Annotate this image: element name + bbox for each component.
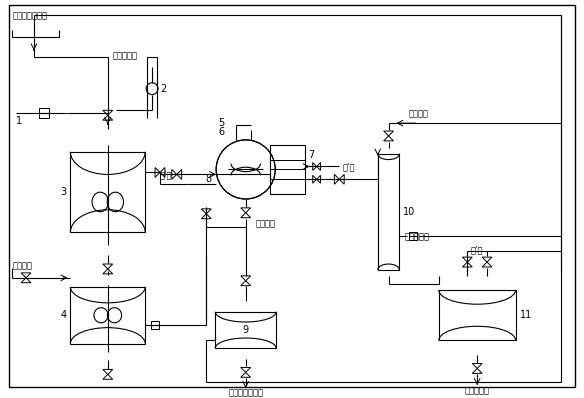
Text: 2: 2 <box>160 84 166 94</box>
Bar <box>70 287 145 343</box>
Text: 优质洗油: 优质洗油 <box>12 261 32 270</box>
Bar <box>70 152 145 232</box>
Text: 优质洗油: 优质洗油 <box>256 219 276 228</box>
Bar <box>151 321 159 329</box>
Text: 8: 8 <box>205 174 211 184</box>
Text: 氯’气: 氯’气 <box>342 162 354 171</box>
Bar <box>270 145 305 194</box>
Text: 原料煤沥青: 原料煤沥青 <box>113 51 138 60</box>
Text: 中间球中间产品: 中间球中间产品 <box>228 388 263 397</box>
Text: 氯’气: 氯’气 <box>160 170 172 179</box>
Bar <box>409 232 417 240</box>
Text: 中间球成品: 中间球成品 <box>465 386 490 395</box>
Text: 空’气: 空’气 <box>471 245 484 254</box>
Text: 10: 10 <box>404 207 416 217</box>
Text: 二次煤沥青: 二次煤沥青 <box>404 232 429 241</box>
Text: 7: 7 <box>308 150 314 160</box>
Text: 6: 6 <box>218 127 224 137</box>
Bar <box>215 312 276 348</box>
Text: 外购中温煤沥青: 外购中温煤沥青 <box>12 12 47 21</box>
Text: 9: 9 <box>242 325 249 335</box>
Text: 1: 1 <box>16 116 22 126</box>
Text: 11: 11 <box>520 310 532 320</box>
Text: 优质洗油: 优质洗油 <box>408 109 428 118</box>
Bar <box>439 290 516 340</box>
Bar <box>39 108 48 118</box>
Text: 4: 4 <box>60 310 67 320</box>
Text: 3: 3 <box>60 187 67 197</box>
Text: 5: 5 <box>218 118 224 128</box>
Bar <box>378 154 399 270</box>
